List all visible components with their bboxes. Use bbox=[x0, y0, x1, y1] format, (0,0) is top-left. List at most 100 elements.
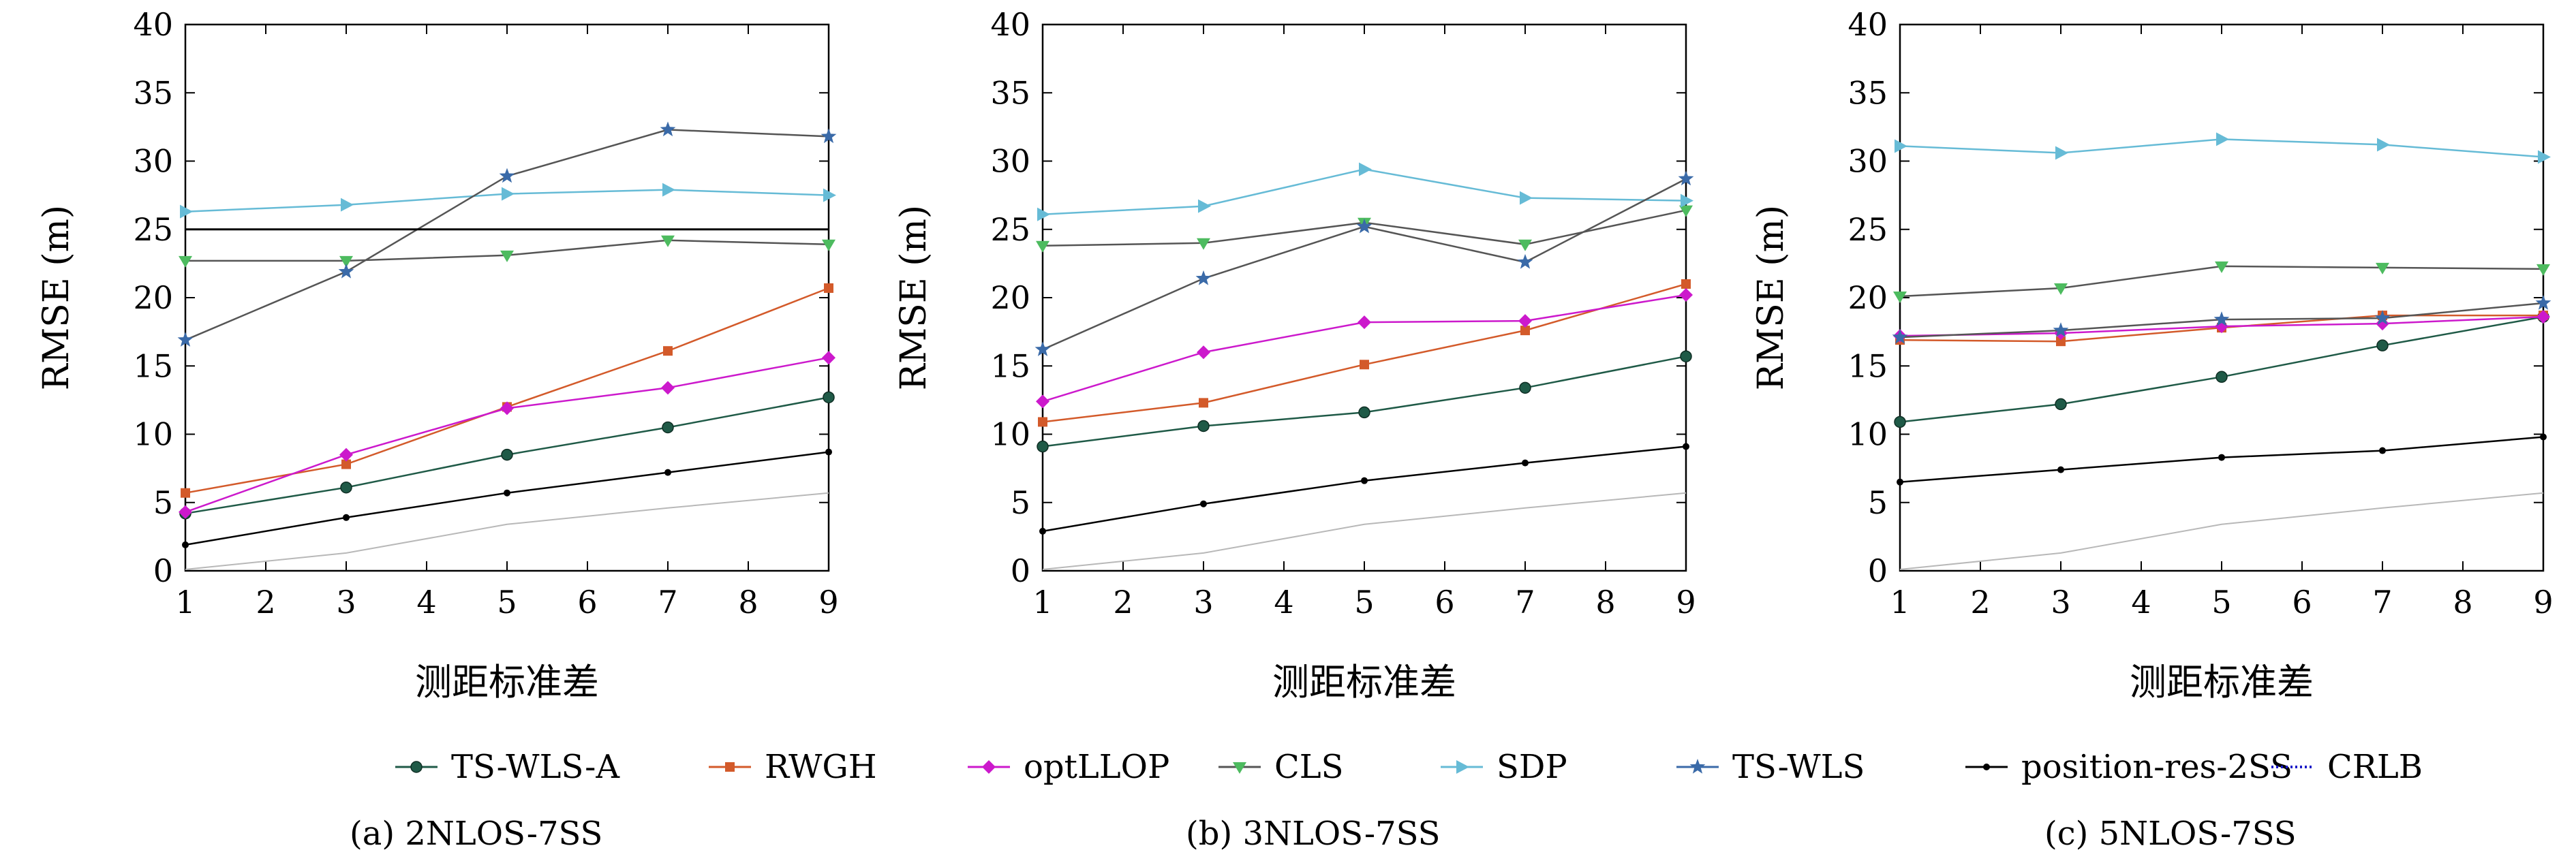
series-cls bbox=[1893, 261, 2550, 303]
series-crlb bbox=[1899, 492, 2544, 570]
series-line bbox=[1042, 294, 1687, 403]
y-tick-label: 5 bbox=[1868, 484, 1888, 521]
data-point bbox=[1894, 415, 1906, 428]
data-point bbox=[823, 188, 836, 202]
data-point bbox=[1895, 139, 1907, 153]
data-point bbox=[340, 481, 352, 494]
y-tick-label: 30 bbox=[1847, 143, 1888, 180]
x-tick-label: 1 bbox=[1032, 584, 1052, 621]
data-point bbox=[182, 541, 189, 548]
series-position-res-2ss bbox=[182, 448, 832, 548]
data-point bbox=[1036, 394, 1049, 409]
plot-frame bbox=[184, 23, 830, 572]
y-tick-label: 0 bbox=[1868, 552, 1888, 589]
y-tick-label: 5 bbox=[1011, 484, 1030, 521]
data-point bbox=[502, 187, 515, 201]
data-point bbox=[662, 421, 674, 434]
data-point bbox=[661, 235, 675, 247]
y-tick-label: 35 bbox=[990, 74, 1030, 111]
data-point bbox=[821, 128, 837, 144]
data-point bbox=[339, 448, 353, 462]
x-tick-label: 3 bbox=[1193, 584, 1213, 621]
data-point bbox=[2055, 398, 2067, 411]
x-tick-label: 5 bbox=[1354, 584, 1374, 621]
series-ts-wls bbox=[177, 121, 837, 347]
y-tick-label: 35 bbox=[133, 74, 173, 111]
legend-label: SDP bbox=[1497, 748, 1567, 786]
data-point bbox=[1359, 162, 1372, 176]
data-point bbox=[1683, 443, 1689, 450]
data-point bbox=[1361, 477, 1368, 484]
series-sdp bbox=[1037, 162, 1693, 221]
y-tick-label: 0 bbox=[1011, 552, 1030, 589]
data-point bbox=[822, 239, 835, 251]
data-point bbox=[1358, 315, 1371, 330]
x-tick-label: 9 bbox=[2533, 584, 2553, 621]
legend-label: position-res-2SS bbox=[2021, 748, 2293, 786]
legend-item-sdp: SDP bbox=[1441, 748, 1567, 786]
data-point bbox=[504, 489, 510, 497]
y-tick-label: 40 bbox=[1847, 6, 1888, 43]
series-rwgh bbox=[181, 283, 833, 498]
data-point bbox=[824, 283, 833, 293]
data-point bbox=[501, 448, 513, 461]
data-point bbox=[2215, 261, 2228, 273]
legend-item-position-res-2ss: position-res-2SS bbox=[1965, 748, 2293, 786]
data-point bbox=[2376, 262, 2389, 274]
data-point bbox=[662, 183, 675, 197]
series-line bbox=[185, 129, 829, 341]
data-point bbox=[1197, 420, 1210, 433]
legend-marker bbox=[1983, 764, 1990, 770]
x-tick-label: 4 bbox=[1274, 584, 1293, 621]
plot-frame bbox=[1899, 23, 2545, 572]
data-point bbox=[177, 332, 194, 347]
data-point bbox=[1517, 253, 1533, 269]
data-point bbox=[1038, 417, 1047, 427]
y-tick-label: 30 bbox=[133, 143, 173, 180]
x-tick-label: 4 bbox=[2131, 584, 2151, 621]
y-tick-label: 20 bbox=[990, 279, 1030, 316]
series-rwgh bbox=[1038, 279, 1691, 427]
x-tick-label: 7 bbox=[1515, 584, 1535, 621]
legend-marker bbox=[725, 762, 735, 772]
x-tick-label: 6 bbox=[577, 584, 597, 621]
series-ts-wls-a bbox=[1037, 350, 1692, 453]
y-tick-label: 20 bbox=[133, 279, 173, 316]
legend-marker bbox=[1456, 760, 1469, 774]
data-point bbox=[2540, 433, 2547, 441]
data-point bbox=[2535, 295, 2551, 310]
x-tick-label: 8 bbox=[1595, 584, 1615, 621]
data-point bbox=[2213, 311, 2230, 326]
series-line bbox=[1042, 492, 1687, 570]
data-point bbox=[343, 514, 350, 521]
y-tick-label: 35 bbox=[1847, 74, 1888, 111]
legend-item-cls: CLS bbox=[1218, 748, 1343, 786]
series-position-res-2ss bbox=[1897, 433, 2547, 486]
data-point bbox=[1681, 279, 1691, 289]
data-point bbox=[1199, 398, 1208, 408]
data-point bbox=[1520, 191, 1533, 205]
x-tick-label: 1 bbox=[175, 584, 195, 621]
x-tick-label: 2 bbox=[1970, 584, 1990, 621]
data-point bbox=[661, 381, 675, 395]
data-point bbox=[1037, 440, 1049, 453]
legend-item-rwgh: RWGH bbox=[709, 748, 877, 786]
x-tick-label: 7 bbox=[658, 584, 677, 621]
data-point bbox=[1195, 270, 1212, 285]
x-tick-label: 8 bbox=[2453, 584, 2472, 621]
data-point bbox=[1039, 527, 1046, 535]
y-axis-label: RMSE (m) bbox=[893, 205, 934, 390]
x-tick-label: 8 bbox=[738, 584, 758, 621]
data-point bbox=[341, 198, 354, 212]
y-tick-label: 15 bbox=[1847, 347, 1888, 384]
x-tick-label: 5 bbox=[2211, 584, 2231, 621]
series-line bbox=[1042, 445, 1687, 533]
data-point bbox=[1198, 199, 1211, 213]
legend-item-ts-wls-a: TS-WLS-A bbox=[395, 748, 620, 786]
x-axis-label: 测距标准差 bbox=[415, 661, 599, 704]
data-point bbox=[2377, 138, 2390, 152]
series-ts-wls-a bbox=[1894, 311, 2549, 428]
series-optllop bbox=[179, 351, 835, 519]
